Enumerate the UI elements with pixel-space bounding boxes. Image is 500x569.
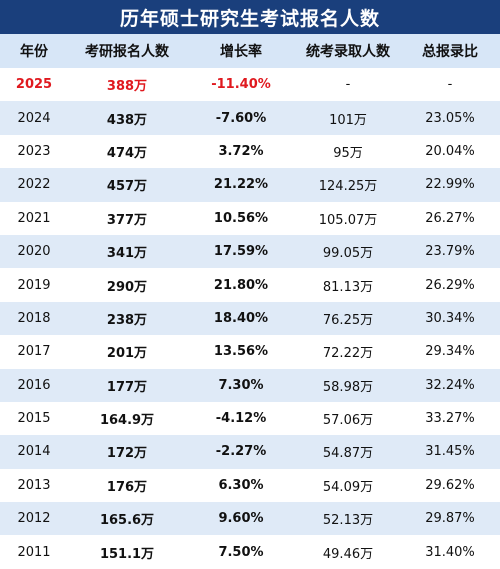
table-row: 2016 177万 7.30% 58.98万 32.24% [0,368,500,402]
cell-ratio: 30.34% [425,310,475,326]
cell-year: 2015 [17,411,51,427]
table-row: 2013 176万 6.30% 54.09万 29.62% [0,469,500,502]
table-header: 年份 考研报名人数 增长率 统考录取人数 总报录比 [0,34,500,68]
cell-applicants: 177万 [106,379,148,395]
cell-applicants: 201万 [106,346,148,362]
cell-growth: 7.50% [218,544,264,560]
cell-applicants: 164.9万 [99,413,155,429]
header-ratio: 总报录比 [422,44,478,60]
cell-applicants: 377万 [106,212,148,228]
cell-ratio: 22.99% [425,177,475,193]
cell-ratio: 23.79% [425,244,475,260]
cell-ratio: 26.29% [425,277,475,293]
table-row: 2019 290万 21.80% 81.13万 26.29% [0,268,500,301]
cell-growth: -2.27% [215,444,267,460]
cell-growth: 6.30% [218,477,264,493]
cell-ratio: 29.62% [425,477,475,493]
cell-admitted: 81.13万 [322,279,374,295]
table-title: 历年硕士研究生考试报名人数 [0,0,500,34]
cell-growth: 17.59% [213,244,269,260]
cell-admitted: 52.13万 [322,513,374,529]
cell-ratio: 31.40% [425,544,475,560]
cell-applicants: 290万 [106,279,148,295]
cell-ratio: 33.27% [425,411,475,427]
table-row: 2018 238万 18.40% 76.25万 30.34% [0,301,500,336]
cell-growth: 18.40% [213,310,269,326]
cell-ratio: 32.24% [425,377,475,393]
table-body: 2025 388万 -11.40% - - 2024 438万 -7.60% 101万 23.05… [0,68,500,569]
cell-year: 2016 [17,377,51,393]
cell-year: 2018 [17,310,51,326]
table-row: 2011 151.1万 7.50% 49.46万 31.40% [0,535,500,568]
table-row: 2025 388万 -11.40% - - [0,68,500,101]
cell-ratio: 29.87% [425,511,475,527]
cell-year: 2021 [17,210,51,226]
cell-ratio: 29.34% [425,344,475,360]
cell-admitted: 49.46万 [322,546,374,562]
cell-growth: 21.80% [213,277,269,293]
header-year: 年份 [20,44,48,60]
cell-ratio: - [447,77,453,93]
cell-applicants: 438万 [106,112,148,128]
cell-applicants: 165.6万 [99,513,155,529]
cell-applicants: 172万 [106,446,148,462]
table-row: 2015 164.9万 -4.12% 57.06万 33.27% [0,402,500,435]
table-row: 2014 172万 -2.27% 54.87万 31.45% [0,435,500,469]
cell-year: 2017 [17,344,51,360]
cell-applicants: 151.1万 [99,546,155,562]
cell-year: 2011 [17,544,51,560]
cell-admitted: - [345,77,351,93]
table-row: 2024 438万 -7.60% 101万 23.05% [0,101,500,135]
cell-admitted: 54.09万 [322,479,374,495]
cell-applicants: 341万 [106,246,148,262]
cell-applicants: 238万 [106,312,148,328]
table-row: 2022 457万 21.22% 124.25万 22.99% [0,168,500,202]
table-row: 2017 201万 13.56% 72.22万 29.34% [0,335,500,368]
cell-growth: -7.60% [215,110,267,126]
cell-year: 2014 [17,444,51,460]
cell-ratio: 26.27% [425,210,475,226]
cell-admitted: 101万 [329,112,367,128]
cell-year: 2019 [17,277,51,293]
cell-admitted: 76.25万 [322,312,374,328]
cell-ratio: 31.45% [425,444,475,460]
table-row: 2012 165.6万 9.60% 52.13万 29.87% [0,502,500,536]
cell-admitted: 95万 [333,145,363,161]
cell-growth: -11.40% [211,77,271,93]
cell-admitted: 58.98万 [322,379,374,395]
cell-growth: 7.30% [218,377,264,393]
cell-applicants: 176万 [106,479,148,495]
cell-growth: 9.60% [218,511,264,527]
cell-admitted: 105.07万 [318,212,378,228]
cell-growth: 13.56% [213,344,269,360]
table-row: 2020 341万 17.59% 99.05万 23.79% [0,234,500,269]
cell-year: 2023 [17,143,51,159]
cell-applicants: 474万 [106,145,148,161]
cell-admitted: 99.05万 [322,246,374,262]
cell-applicants: 457万 [106,179,148,195]
cell-admitted: 124.25万 [318,179,378,195]
cell-growth: -4.12% [215,411,267,427]
cell-admitted: 72.22万 [322,346,374,362]
cell-ratio: 20.04% [425,143,475,159]
cell-growth: 10.56% [213,210,269,226]
cell-admitted: 57.06万 [322,413,374,429]
cell-year: 2022 [17,177,51,193]
header-admitted: 统考录取人数 [306,44,390,60]
cell-ratio: 23.05% [425,110,475,126]
cell-growth: 3.72% [218,143,264,159]
header-growth: 增长率 [220,44,262,60]
cell-growth: 21.22% [213,177,269,193]
table-row: 2021 377万 10.56% 105.07万 26.27% [0,202,500,235]
header-applicants: 考研报名人数 [85,44,169,60]
table-row: 2023 474万 3.72% 95万 20.04% [0,135,500,168]
cell-year: 2024 [17,110,51,126]
cell-year: 2012 [17,511,51,527]
cell-admitted: 54.87万 [322,446,374,462]
cell-year: 2025 [15,77,53,93]
cell-year: 2020 [17,244,51,260]
cell-year: 2013 [17,477,51,493]
cell-applicants: 388万 [106,79,148,95]
